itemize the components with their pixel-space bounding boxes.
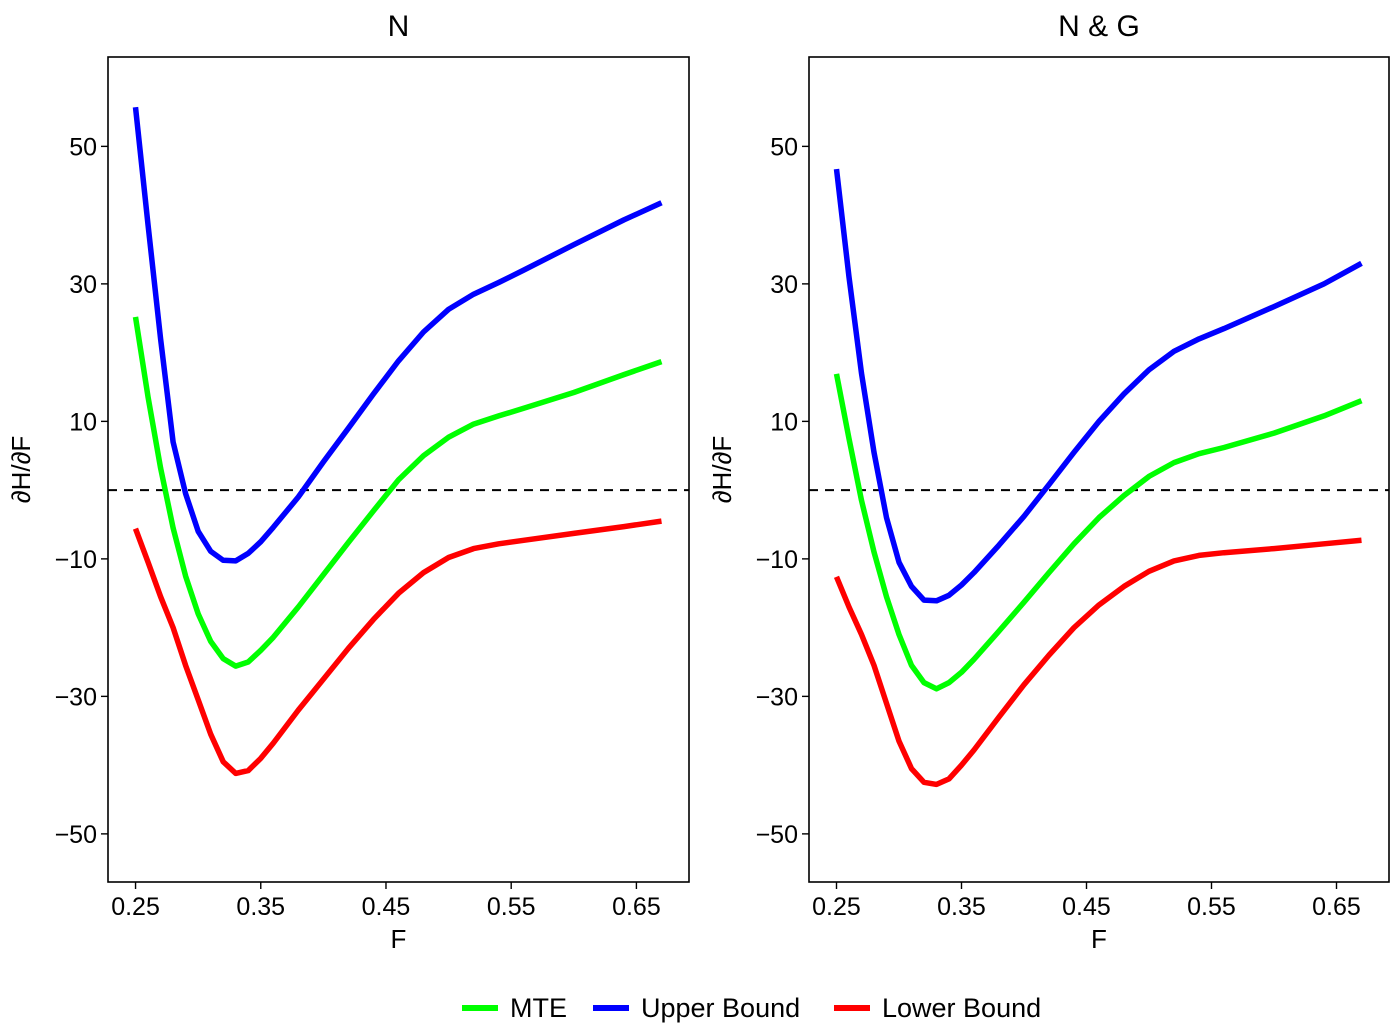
y-tick-label: −10 bbox=[55, 546, 97, 574]
x-axis-label: F bbox=[1091, 924, 1107, 954]
panel-1: N 50 30 10 −10 −30 −50 0.25 0.35 0.45 0.55 0.65 F ∂H/… bbox=[6, 10, 690, 954]
series-line-mte bbox=[833, 373, 1363, 692]
x-tick-label: 0.35 bbox=[937, 893, 986, 921]
y-tick-label: −30 bbox=[55, 683, 97, 711]
legend-label: Upper Bound bbox=[641, 993, 800, 1023]
x-tick-label: 0.65 bbox=[612, 893, 661, 921]
panel-title: N & G bbox=[1058, 10, 1140, 43]
x-tick-label: 0.25 bbox=[111, 893, 160, 921]
y-tick-label: 30 bbox=[69, 271, 97, 299]
y-tick-label: 10 bbox=[69, 408, 97, 436]
y-tick-label: −50 bbox=[756, 821, 798, 849]
panel-title: N bbox=[388, 10, 410, 43]
y-axis-label: ∂H/∂F bbox=[6, 436, 36, 504]
x-tick-label: 0.45 bbox=[362, 893, 411, 921]
legend-label: Lower Bound bbox=[882, 993, 1041, 1023]
plot-frame bbox=[107, 56, 690, 883]
series-line-upper-bound bbox=[833, 168, 1363, 604]
y-tick-label: −50 bbox=[55, 821, 97, 849]
y-tick-label: −10 bbox=[756, 546, 798, 574]
x-tick-label: 0.25 bbox=[812, 893, 861, 921]
x-axis-label: F bbox=[391, 924, 407, 954]
y-tick-label: 30 bbox=[770, 271, 798, 299]
plot-frame bbox=[808, 56, 1390, 883]
panel-2: N & G 50 30 10 −10 −30 −50 0.25 0.35 0.45 0.55 0.65… bbox=[707, 10, 1390, 954]
x-tick-label: 0.55 bbox=[487, 893, 536, 921]
x-tick-label: 0.55 bbox=[1187, 893, 1236, 921]
x-tick-label: 0.65 bbox=[1312, 893, 1361, 921]
y-tick-label: 10 bbox=[770, 408, 798, 436]
y-tick-label: 50 bbox=[770, 133, 798, 161]
x-tick-label: 0.45 bbox=[1062, 893, 1111, 921]
series-line-lower-bound bbox=[132, 518, 662, 777]
y-tick-label: 50 bbox=[69, 133, 97, 161]
x-tick-label: 0.35 bbox=[236, 893, 285, 921]
legend-label: MTE bbox=[510, 993, 567, 1023]
legend: MTE Upper Bound Lower Bound bbox=[462, 993, 1041, 1023]
y-tick-label: −30 bbox=[756, 683, 798, 711]
series-line-upper-bound bbox=[132, 106, 663, 564]
series-line-mte bbox=[132, 316, 663, 669]
y-axis-label: ∂H/∂F bbox=[707, 436, 737, 504]
series-line-lower-bound bbox=[833, 537, 1362, 788]
